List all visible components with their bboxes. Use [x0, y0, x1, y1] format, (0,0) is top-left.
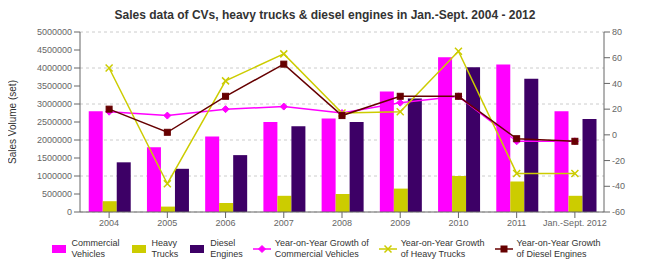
svg-text:1000000: 1000000: [37, 171, 72, 181]
svg-text:20: 20: [612, 104, 622, 114]
svg-text:2500000: 2500000: [37, 117, 72, 127]
html-text:Year-on-Year Growth: Year-on-Year Growth: [516, 238, 601, 248]
html-text:Commercial: Commercial: [71, 238, 120, 248]
html-text:Trucks: Trucks: [151, 249, 179, 259]
svg-text:2008: 2008: [332, 218, 352, 228]
svg-text:5000000: 5000000: [37, 27, 72, 37]
html-text:Engines: Engines: [210, 249, 243, 259]
svg-text:2006: 2006: [216, 218, 236, 228]
svg-text:3500000: 3500000: [37, 81, 72, 91]
svg-text:2010: 2010: [448, 218, 468, 228]
svg-text:1500000: 1500000: [37, 153, 72, 163]
svg-text:3000000: 3000000: [37, 99, 72, 109]
svg-text:2004: 2004: [99, 218, 119, 228]
svg-text:Jan.-Sept. 2012: Jan.-Sept. 2012: [543, 218, 607, 228]
svg-text:2011: 2011: [507, 218, 526, 228]
svg-text:Sales Volume (set): Sales Volume (set): [8, 80, 18, 164]
svg-text:0: 0: [612, 130, 617, 140]
svg-text:-60: -60: [612, 207, 625, 217]
html-text:Diesel: Diesel: [210, 238, 236, 248]
html-text:Year-on-Year Growth: Year-on-Year Growth: [400, 238, 485, 248]
html-text:Sales data of CVs, heavy truck: Sales data of CVs, heavy trucks & diesel…: [114, 8, 536, 22]
svg-text:0: 0: [67, 207, 72, 217]
html-text:of Diesel Engines: of Diesel Engines: [516, 249, 587, 259]
svg-text:2005: 2005: [157, 218, 177, 228]
svg-text:4000000: 4000000: [37, 63, 72, 73]
html-text:of Heavy Trucks: of Heavy Trucks: [400, 249, 466, 259]
svg-text:4500000: 4500000: [37, 45, 72, 55]
svg-text:2009: 2009: [390, 218, 410, 228]
svg-text:2007: 2007: [274, 218, 294, 228]
svg-text:80: 80: [612, 27, 622, 37]
svg-text:-40: -40: [612, 181, 625, 191]
html-text:Heavy: Heavy: [151, 238, 178, 248]
svg-text:500000: 500000: [42, 189, 72, 199]
svg-text:-20: -20: [612, 156, 625, 166]
html-text:Vehicles: Vehicles: [71, 249, 106, 259]
svg-text:2000000: 2000000: [37, 135, 72, 145]
html-text:Commercial Vehicles: Commercial Vehicles: [274, 249, 359, 259]
svg-text:40: 40: [612, 79, 622, 89]
html-text:Year-on-Year Growth of: Year-on-Year Growth of: [274, 238, 369, 248]
svg-text:60: 60: [612, 53, 622, 63]
